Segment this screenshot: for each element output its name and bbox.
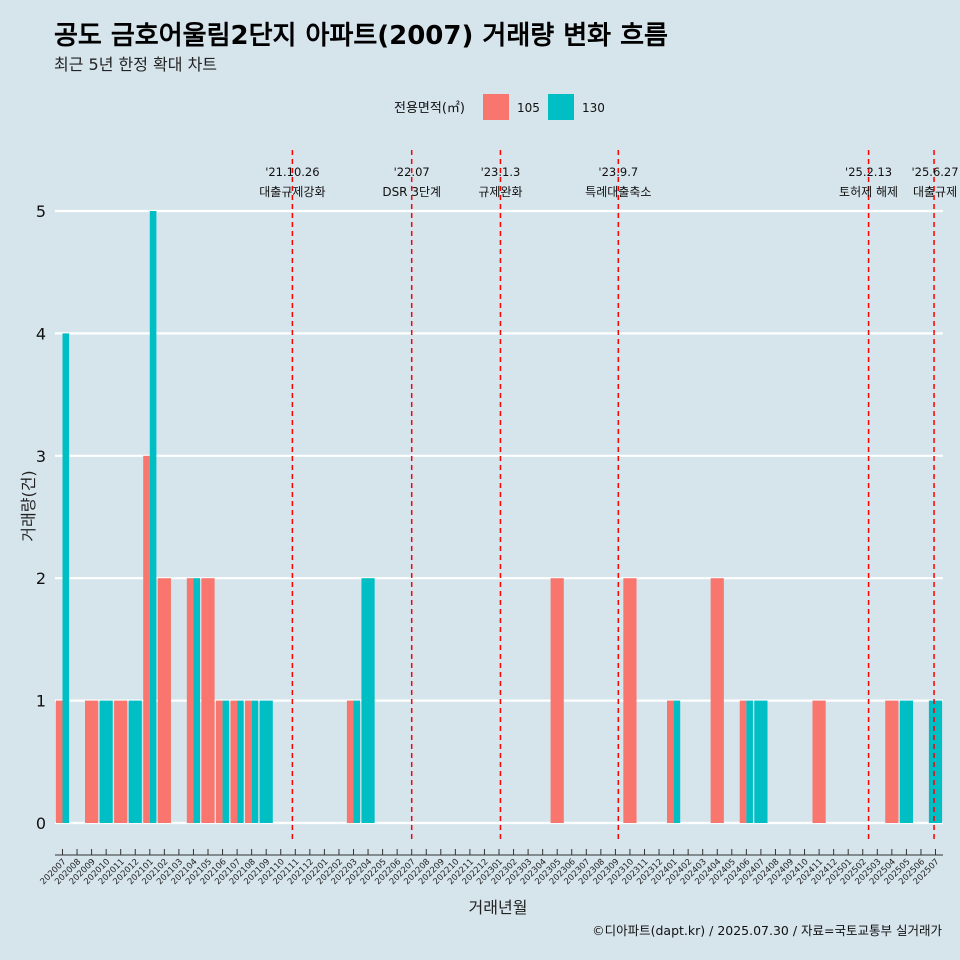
chart-subtitle: 최근 5년 한정 확대 차트 <box>54 55 217 74</box>
bar-105-202009 <box>85 700 99 823</box>
legend-title: 전용면적(㎡) <box>394 101 465 116</box>
bar-130-202108 <box>251 700 259 823</box>
chart-title: 공도 금호어울림2단지 아파트(2007) 거래량 변화 흐름 <box>54 21 668 51</box>
bar-130-202104 <box>193 578 201 823</box>
bar-130-202007 <box>62 333 70 823</box>
y-tick-label: 0 <box>36 814 46 833</box>
event-date-label: '22.07 <box>394 165 430 179</box>
y-tick-label: 4 <box>36 324 46 343</box>
bar-130-202406 <box>746 700 753 823</box>
bar-105-202305 <box>550 578 564 823</box>
y-axis-ticks: 0 1 2 3 4 5 <box>36 202 46 833</box>
bar-130-202109 <box>259 700 273 823</box>
bar-130-202507 <box>928 700 943 823</box>
bar-130-202106 <box>222 700 230 823</box>
bar-105-202404 <box>710 578 724 823</box>
bar-105-202105 <box>201 578 215 823</box>
legend-swatch-130 <box>548 94 574 120</box>
x-axis: 2020072020082020092020102020112020122021… <box>39 849 943 887</box>
bars <box>55 211 943 823</box>
y-tick-label: 2 <box>36 569 46 588</box>
bar-105-202108 <box>245 700 252 823</box>
bar-130-202407 <box>754 700 768 823</box>
bar-130-202010 <box>99 700 113 823</box>
event-name-label: 특례대출축소 <box>585 185 651 199</box>
event-name-label: 규제완화 <box>478 185 522 199</box>
bar-105-202104 <box>186 578 194 823</box>
bar-105-202011 <box>114 700 128 823</box>
event-name-label: DSR 3단계 <box>382 185 441 199</box>
event-name-label: 토허제 해제 <box>839 185 898 199</box>
bar-130-202203 <box>353 700 361 823</box>
bar-105-202102 <box>157 578 171 823</box>
legend-label-105: 105 <box>517 101 540 115</box>
bar-105-202101 <box>143 455 150 823</box>
bar-105-202401 <box>667 700 674 823</box>
event-date-label: '23.1.3 <box>481 165 521 179</box>
bar-105-202203 <box>346 700 354 823</box>
y-axis-title: 거래량(건) <box>19 470 38 541</box>
bar-130-202204 <box>361 578 375 823</box>
y-tick-label: 5 <box>36 202 46 221</box>
event-date-label: '23.9.7 <box>598 165 638 179</box>
event-date-label: '25.2.13 <box>845 165 892 179</box>
bar-105-202107 <box>230 700 238 823</box>
bar-105-202310 <box>623 578 637 823</box>
bar-130-202101 <box>149 211 157 823</box>
event-name-label: 대출규제강화 <box>259 185 325 199</box>
legend-label-130: 130 <box>582 101 605 115</box>
caption: ©디아파트(dapt.kr) / 2025.07.30 / 자료=국토교통부 실… <box>592 923 942 938</box>
event-date-label: '21.10.26 <box>265 165 319 179</box>
event-name-label: 대출규제 <box>913 185 957 199</box>
y-tick-label: 1 <box>36 692 46 711</box>
bar-105-202411 <box>812 700 826 823</box>
bar-105-202504 <box>885 700 899 823</box>
bar-130-202401 <box>673 700 681 823</box>
bar-130-202107 <box>237 700 244 823</box>
bar-130-202505 <box>899 700 913 823</box>
bar-105-202406 <box>739 700 747 823</box>
event-markers: '21.10.26 대출규제강화 '22.07 DSR 3단계 '23.1.3 규제완화 '… <box>259 150 959 842</box>
bar-105-202106 <box>215 700 223 823</box>
bar-130-202012 <box>128 700 142 823</box>
bar-105-202007 <box>55 700 63 823</box>
x-axis-title: 거래년월 <box>469 898 528 917</box>
y-tick-label: 3 <box>36 447 46 466</box>
legend-swatch-105 <box>483 94 509 120</box>
event-date-label: '25.6.27 <box>912 165 959 179</box>
legend: 전용면적(㎡) 105 130 <box>394 94 605 120</box>
